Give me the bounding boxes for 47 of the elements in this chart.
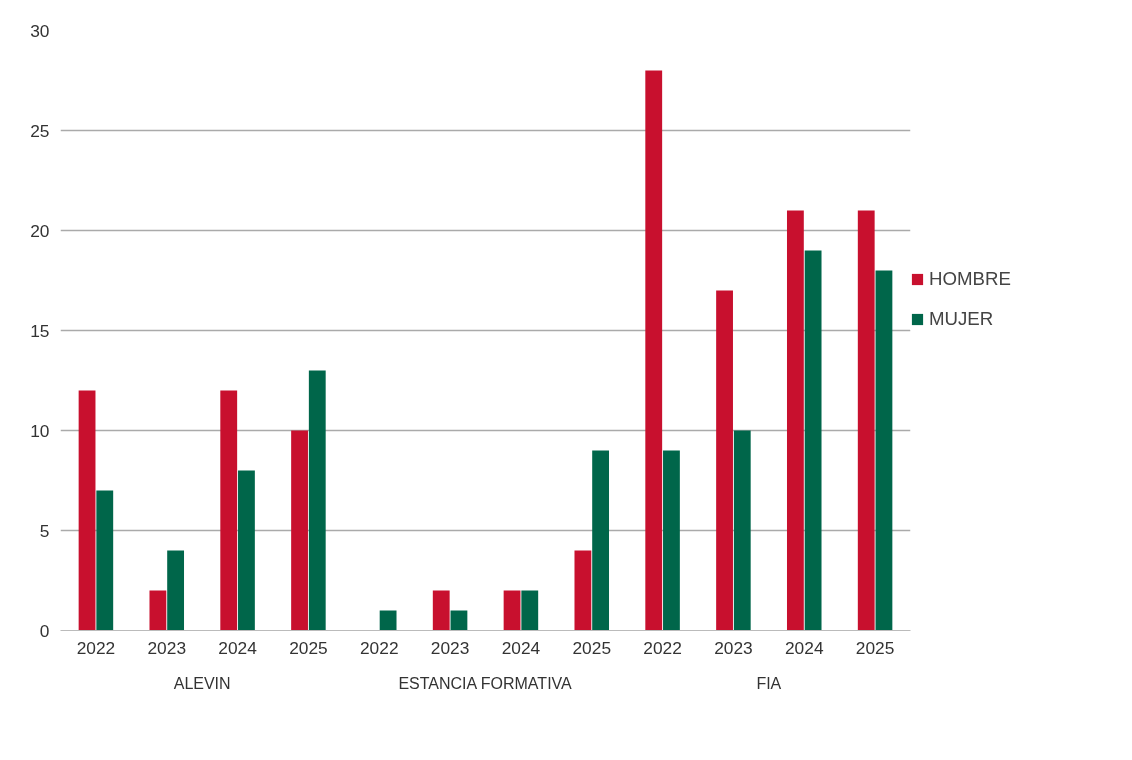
bar — [875, 270, 893, 631]
x-tick-label: 2023 — [714, 637, 753, 658]
bar — [167, 550, 185, 631]
y-tick-label: 25 — [30, 120, 50, 141]
text: ALEVIN — [173, 674, 231, 692]
x-tick-label: 2022 — [359, 637, 399, 658]
bar — [220, 390, 238, 631]
bar — [503, 590, 521, 631]
x-tick-label: 2025 — [572, 637, 612, 658]
bar — [733, 430, 751, 631]
bar — [379, 610, 397, 631]
bar — [574, 550, 592, 631]
bar — [716, 290, 733, 631]
bar — [308, 370, 326, 631]
x-tick-label: 2023 — [430, 637, 470, 658]
bar — [857, 210, 875, 631]
y-tick-label: 20 — [30, 220, 50, 241]
bar — [592, 450, 610, 631]
x-tick-label: 2022 — [76, 637, 116, 658]
x-tick-label: 2025 — [855, 637, 895, 658]
y-tick-label: 15 — [30, 320, 50, 341]
y-tick-label: 5 — [39, 520, 50, 541]
legend-label: HOMBRE — [929, 268, 1011, 290]
y-tick-label: 10 — [30, 420, 50, 441]
y-tick-label: 30 — [30, 20, 50, 41]
x-tick-label: 2022 — [643, 637, 682, 658]
y-tick-label: 0 — [39, 620, 50, 641]
bar — [786, 210, 804, 631]
bar — [149, 590, 167, 631]
bar — [238, 470, 255, 631]
bar — [450, 610, 468, 631]
bar — [804, 250, 822, 631]
text: FIA — [756, 674, 782, 692]
x-tick-label: 2025 — [289, 637, 328, 658]
text: ESTANCIA FORMATIVA — [398, 674, 573, 692]
x-tick-label: 2024 — [218, 637, 258, 658]
bar — [663, 450, 680, 631]
bar — [432, 590, 450, 631]
bar — [521, 590, 539, 631]
bar — [78, 390, 96, 631]
x-tick-label: 2024 — [784, 637, 824, 658]
bar — [645, 70, 663, 631]
legend-label: MUJER — [929, 308, 994, 330]
x-tick-label: 2024 — [501, 637, 541, 658]
bar — [96, 490, 114, 631]
bar — [291, 430, 308, 631]
x-tick-label: 2023 — [147, 637, 187, 658]
